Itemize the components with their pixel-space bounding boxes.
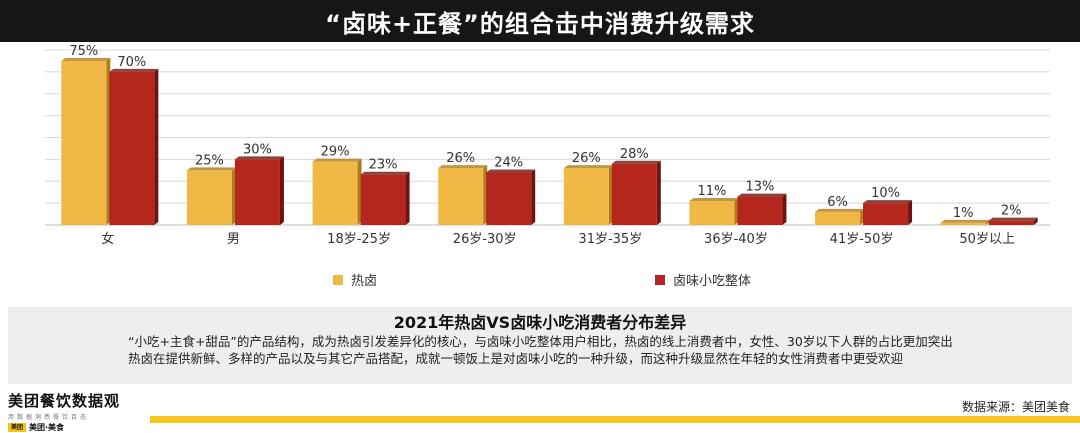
value-label: 75% xyxy=(69,44,98,59)
chart-labels: 75% 70% 女 25% 30% 男 29% 23% 18岁-25岁 26% 24% 26岁-30岁… xyxy=(69,44,1021,247)
bar-top xyxy=(863,200,913,204)
bar xyxy=(438,168,484,225)
bar-side xyxy=(782,193,787,225)
bar xyxy=(815,211,861,225)
bar xyxy=(360,174,406,225)
value-label: 1% xyxy=(953,206,974,221)
bar xyxy=(689,200,735,225)
value-label: 23% xyxy=(369,158,398,173)
summary-line-1: “小吃+主食+甜品”的产品结构，成为热卤引发差异化的核心，与卤味小吃整体用户相比… xyxy=(128,334,953,349)
category-label: 18岁-25岁 xyxy=(327,232,391,247)
bar xyxy=(486,172,532,225)
bar-top xyxy=(737,193,787,197)
category-label: 女 xyxy=(101,231,114,247)
value-label: 29% xyxy=(321,145,350,160)
value-label: 10% xyxy=(871,186,900,201)
summary-title: 2021年热卤VS卤味小吃消费者分布差异 xyxy=(393,313,687,332)
data-source: 数据来源：美团美食 xyxy=(961,400,1070,414)
value-label: 28% xyxy=(620,147,649,162)
bar-top xyxy=(815,208,865,212)
title-bar: “卤味+正餐”的组合击中消费升级需求 xyxy=(0,0,1080,42)
value-label: 26% xyxy=(446,151,475,166)
value-label: 25% xyxy=(195,153,224,168)
brand-logo: 美团餐饮数据观 用数据洞悉餐饮百态 美团 美团·美食 xyxy=(8,390,148,433)
bar-top xyxy=(988,217,1038,221)
legend-swatch xyxy=(333,275,343,285)
value-label: 11% xyxy=(697,184,726,199)
bar-side xyxy=(656,160,661,225)
bar xyxy=(563,168,609,225)
bar-side xyxy=(405,171,410,225)
bar-top xyxy=(312,158,362,162)
footer-accent-line xyxy=(150,416,1080,423)
bar-top xyxy=(689,197,739,201)
bar-top xyxy=(940,219,990,223)
value-label: 30% xyxy=(243,142,272,157)
bar-side xyxy=(154,68,159,225)
brand-sub: 美团 美团·美食 xyxy=(8,422,148,433)
bar xyxy=(611,163,657,225)
bar xyxy=(312,161,358,225)
bar-top xyxy=(61,57,111,61)
value-label: 2% xyxy=(1001,204,1022,219)
category-label: 31岁-35岁 xyxy=(578,232,642,247)
summary-text: “小吃+主食+甜品”的产品结构，成为热卤引发差异化的核心，与卤味小吃整体用户相比… xyxy=(128,333,1058,367)
bar xyxy=(186,170,232,225)
bar xyxy=(940,222,986,225)
chart-bars xyxy=(61,57,1038,225)
brand-sub-text: 美团·美食 xyxy=(29,423,65,432)
bar-side xyxy=(279,156,284,225)
meituan-chip-icon: 美团 xyxy=(8,423,26,432)
category-label: 男 xyxy=(227,232,240,247)
bar-top xyxy=(186,167,236,171)
bar-chart: 75% 70% 女 25% 30% 男 29% 23% 18岁-25岁 26% 24% 26岁-30岁… xyxy=(45,44,1050,289)
category-label: 50岁以上 xyxy=(959,232,1015,247)
category-label: 26岁-30岁 xyxy=(453,232,517,247)
summary-panel: 2021年热卤VS卤味小吃消费者分布差异 “小吃+主食+甜品”的产品结构，成为热… xyxy=(8,307,1072,384)
bar-top xyxy=(563,165,613,169)
bar xyxy=(737,196,783,225)
summary-line-2: 热卤在提供新鲜、多样的产品以及与其它产品搭配，成就一顿饭上是对卤味小吃的一种升级… xyxy=(128,351,904,366)
bar-side xyxy=(908,200,913,225)
bar xyxy=(234,159,280,225)
bar-top xyxy=(360,171,410,175)
page-title: “卤味+正餐”的组合击中消费升级需求 xyxy=(325,9,755,38)
value-label: 70% xyxy=(117,55,146,70)
brand-slogan: 用数据洞悉餐饮百态 xyxy=(8,414,90,421)
value-label: 13% xyxy=(745,180,774,195)
bar-side xyxy=(1033,217,1038,225)
legend-label: 热卤 xyxy=(351,273,377,289)
value-label: 6% xyxy=(827,195,848,210)
bar-top xyxy=(109,68,159,72)
bar-side xyxy=(531,169,536,225)
bar-top xyxy=(234,156,284,160)
legend-label: 卤味小吃整体 xyxy=(673,273,751,289)
category-label: 41岁-50岁 xyxy=(830,232,894,247)
value-label: 24% xyxy=(494,156,523,171)
bar xyxy=(61,60,107,225)
chart-legend: 热卤 卤味小吃整体 xyxy=(333,273,751,289)
bar xyxy=(988,220,1034,225)
legend-swatch xyxy=(655,275,665,285)
bar xyxy=(863,203,909,225)
bar-top xyxy=(438,165,488,169)
value-label: 26% xyxy=(572,151,601,166)
category-label: 36岁-40岁 xyxy=(704,232,768,247)
bar-top xyxy=(611,160,661,164)
bar-top xyxy=(486,169,536,173)
brand-name: 美团餐饮数据观 xyxy=(8,392,121,410)
bar xyxy=(109,71,155,225)
